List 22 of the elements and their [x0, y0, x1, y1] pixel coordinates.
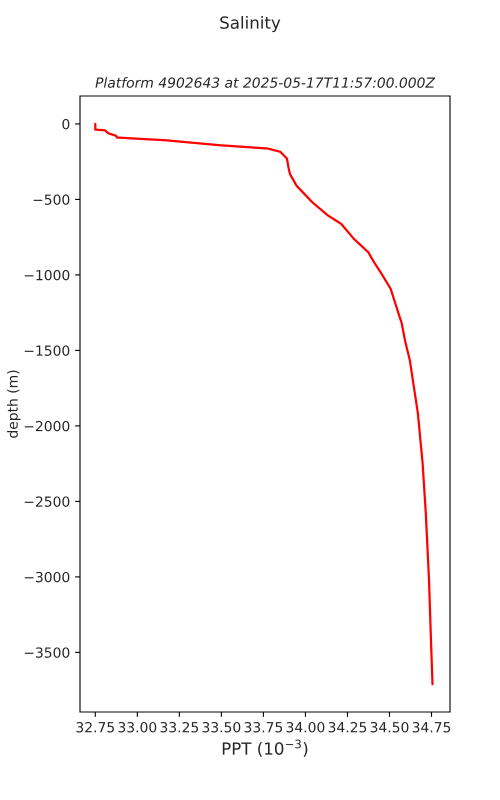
y-tick-label: −2500 — [24, 496, 70, 507]
x-tick-label: 34.50 — [370, 722, 408, 732]
x-tick-label: 32.75 — [76, 722, 114, 732]
y-tick-label: −3500 — [24, 647, 70, 658]
x-tick-label: 33.50 — [202, 722, 240, 732]
x-tick-label: 34.25 — [328, 722, 366, 732]
x-tick-label: 34.75 — [412, 722, 450, 732]
x-tick-label: 33.25 — [160, 722, 198, 732]
y-tick-label: 0 — [62, 118, 70, 130]
x-axis-title: PPT (10$^{−3}$) — [222, 740, 308, 757]
x-tick-label: 33.00 — [118, 722, 156, 732]
y-axis-title: depth (m) — [7, 370, 21, 438]
y-tick-label: −3000 — [24, 572, 70, 582]
y-tick-label: −500 — [34, 194, 70, 205]
y-tick-label: −1500 — [24, 345, 70, 356]
chart-title: Salinity — [220, 16, 280, 32]
x-tick-label: 33.75 — [244, 722, 282, 732]
chart-subtitle: Platform 4902643 at 2025-05-17T11:57:00.000Z — [95, 77, 436, 88]
line-series — [94, 122, 434, 686]
y-tick-label: −1000 — [24, 270, 70, 280]
x-tick-label: 34.00 — [286, 722, 324, 732]
y-tick-label: −2000 — [24, 420, 70, 432]
